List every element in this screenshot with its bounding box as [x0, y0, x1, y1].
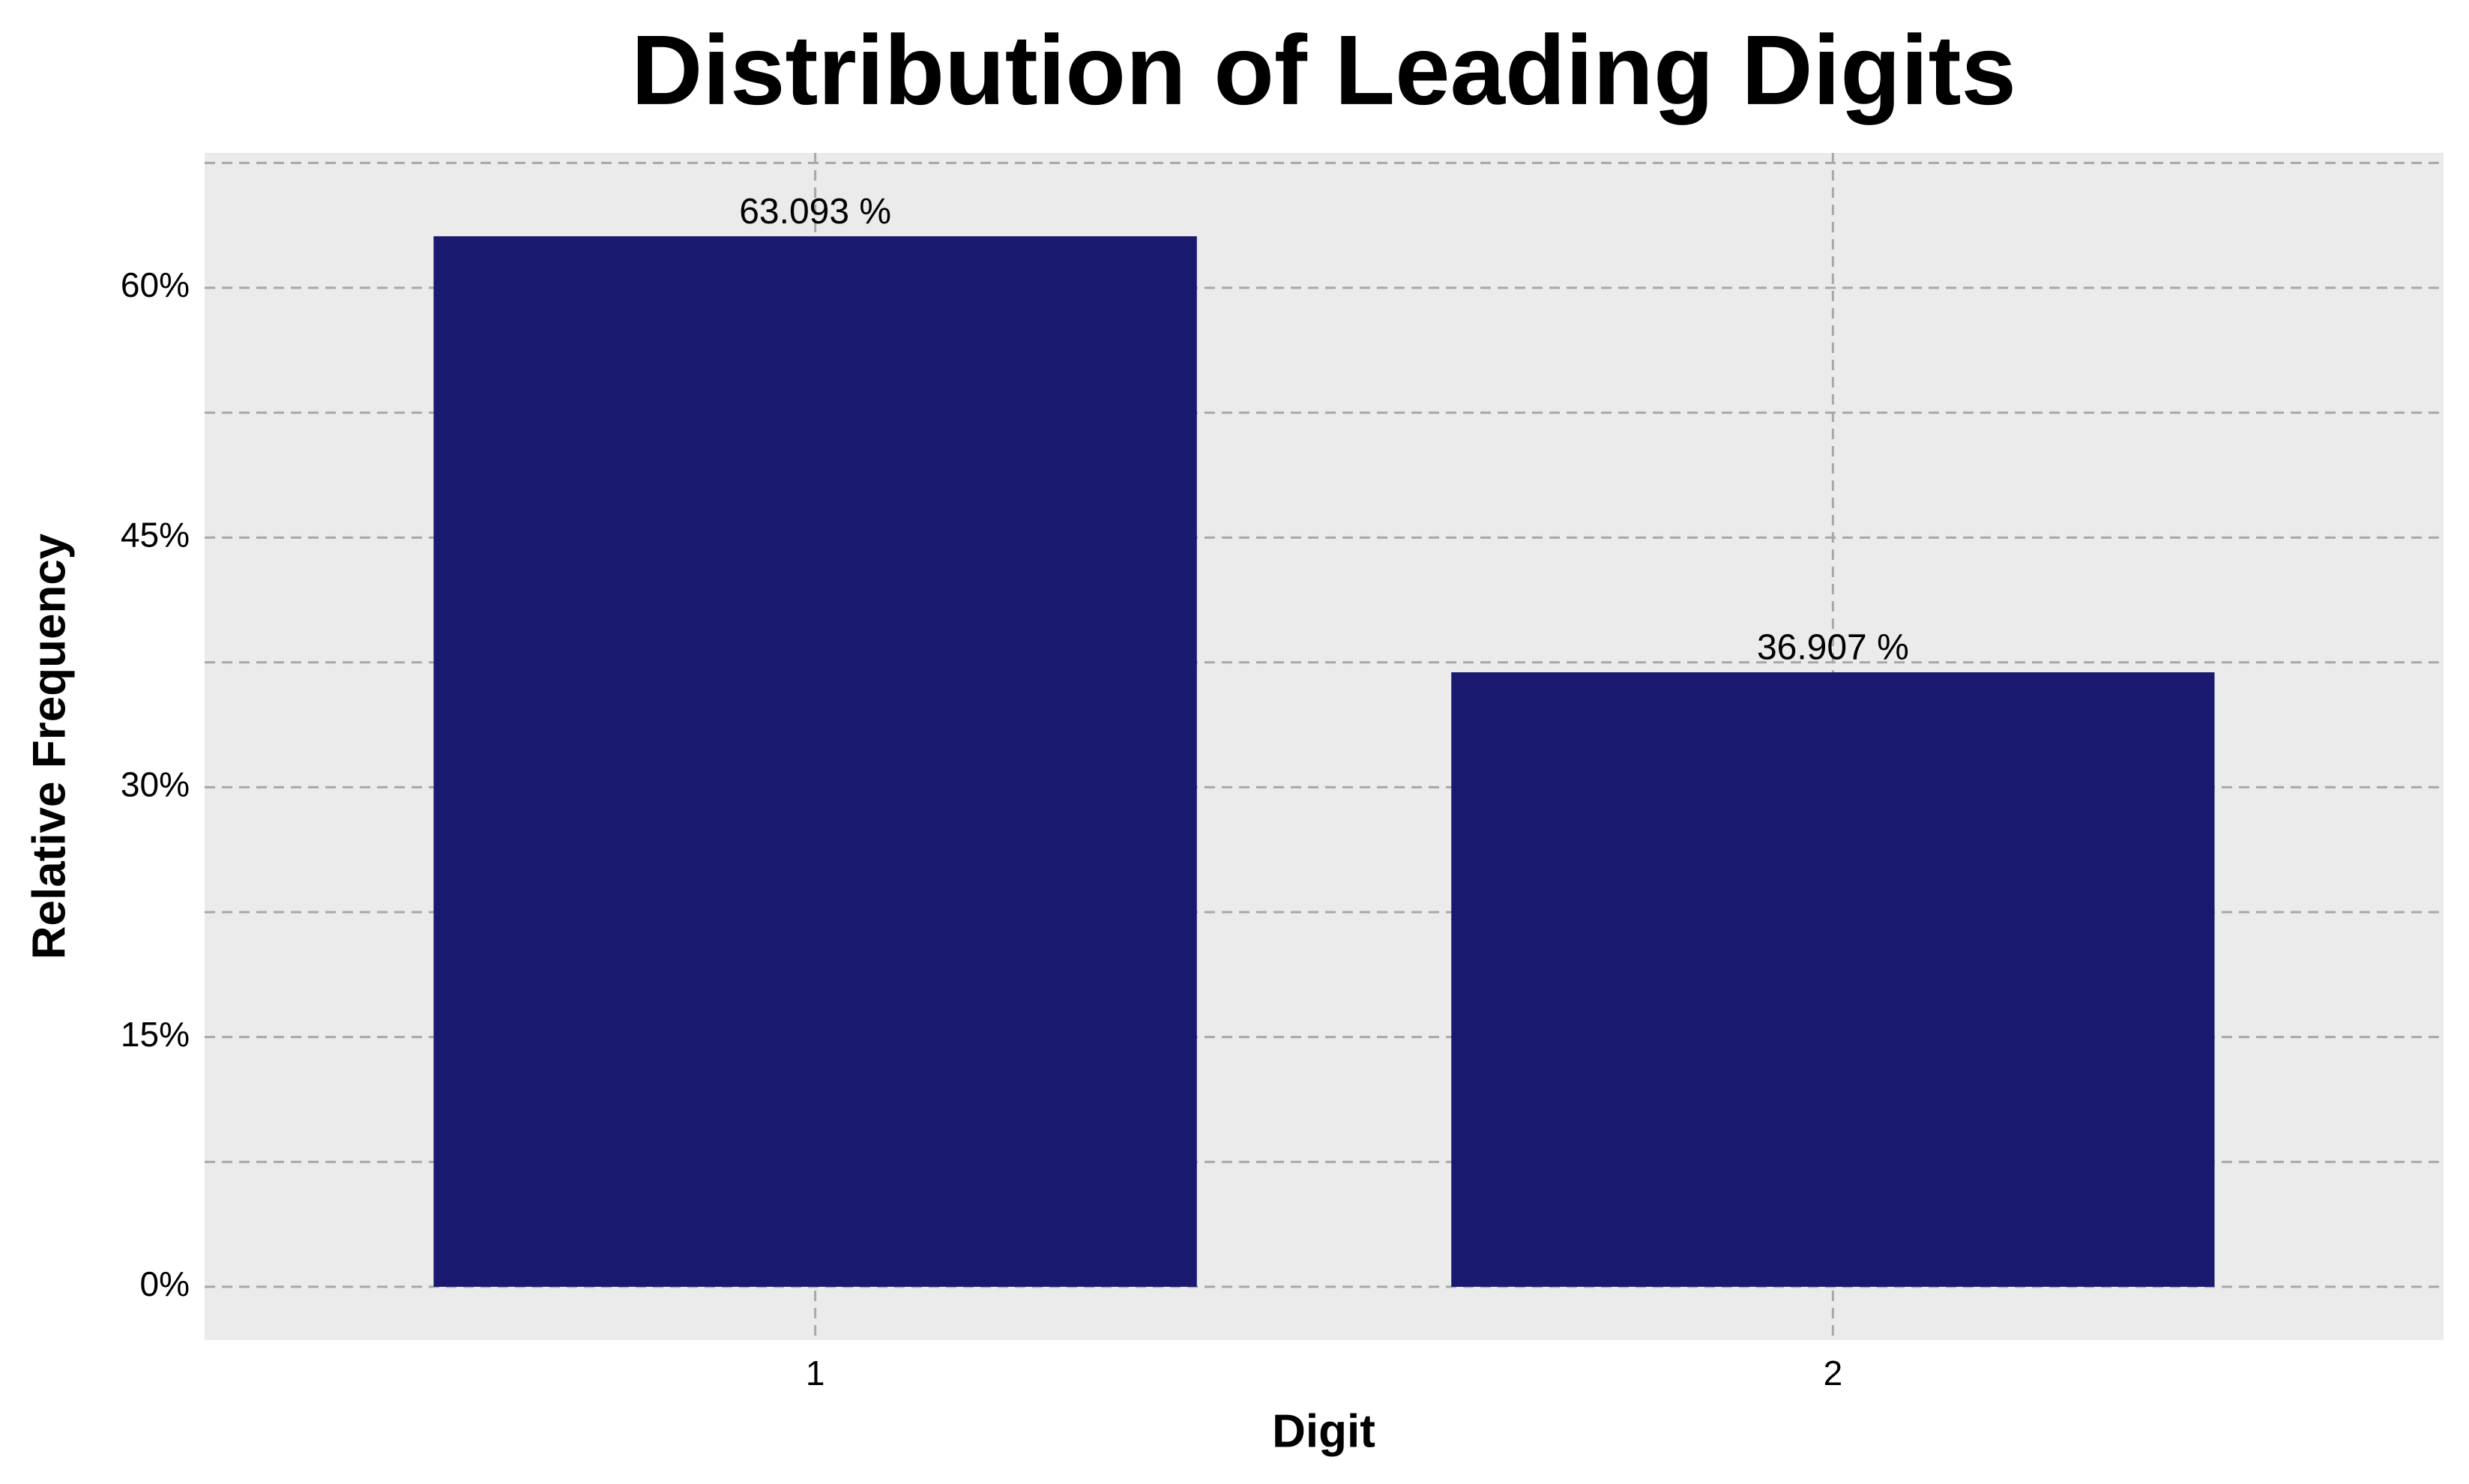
y-tick-label: 45% — [121, 515, 190, 554]
y-tick-label: 30% — [121, 765, 190, 804]
x-tick-label: 2 — [1824, 1354, 1843, 1393]
bar — [433, 236, 1197, 1287]
value-label: 36.907 % — [1757, 628, 1909, 668]
y-tick-label: 0% — [140, 1264, 190, 1303]
value-label: 63.093 % — [739, 192, 891, 232]
y-tick-label: 60% — [121, 265, 190, 304]
bar — [1451, 672, 2215, 1287]
x-tick-label: 1 — [806, 1354, 825, 1393]
y-axis-label: Relative Frequency — [23, 533, 75, 959]
y-tick-label: 15% — [121, 1015, 190, 1054]
x-axis-label: Digit — [1272, 1405, 1375, 1457]
chart-title: Distribution of Leading Digits — [631, 15, 2016, 125]
